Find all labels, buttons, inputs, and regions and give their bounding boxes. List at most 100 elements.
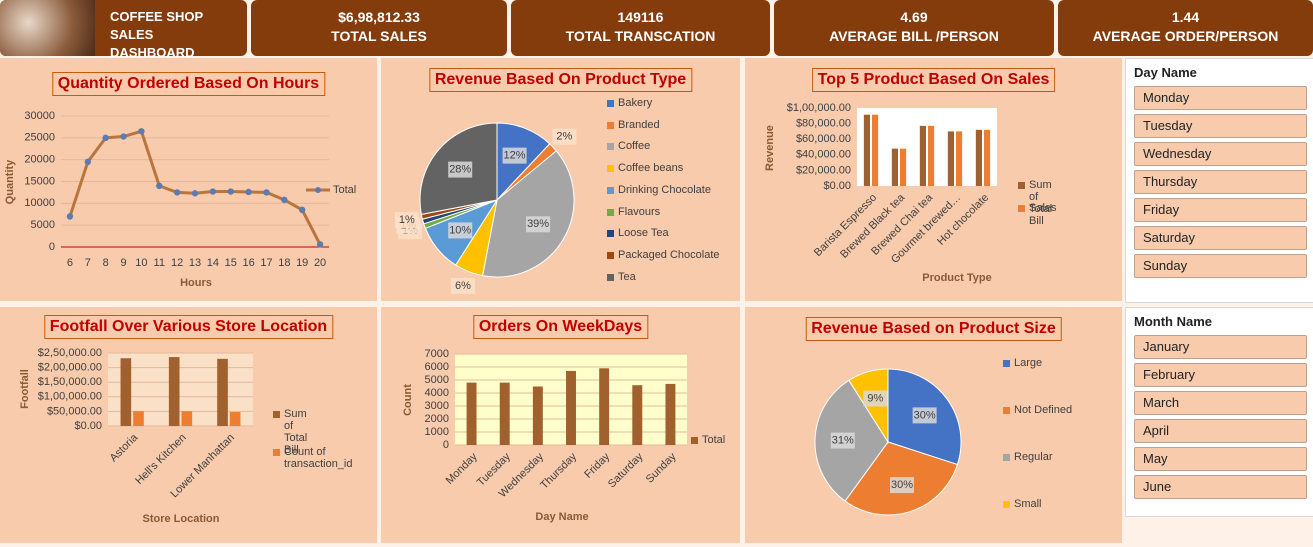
slicer-item[interactable]: Wednesday (1134, 142, 1307, 166)
data-label-box (448, 222, 473, 239)
bar (181, 411, 193, 426)
legend-swatch (607, 273, 614, 281)
slicer-title: Day Name (1134, 65, 1197, 80)
chart-panel: 12%2%39%6%10%1%1%1%28%Revenue Based On P… (381, 58, 740, 301)
chart-title: Revenue Based on Product Size (805, 317, 1062, 341)
kpi-value: 1.44 (1171, 9, 1200, 25)
legend-label: Branded (618, 118, 660, 131)
y-tick-label: 10000 (24, 197, 55, 209)
kpi-value: $6,98,812.33 (338, 9, 420, 25)
slicer-item[interactable]: March (1134, 391, 1307, 415)
legend-item: Tea (607, 271, 636, 283)
y-tick-label: $0.00 (74, 420, 102, 432)
legend-label: Total (702, 434, 726, 446)
line-marker (209, 188, 217, 195)
x-axis-title: Day Name (535, 511, 588, 523)
data-label-box (830, 432, 855, 449)
kpi-card: 149116 TOTAL TRANSCATION (511, 0, 770, 56)
chart-title: Quantity Ordered Based On Hours (51, 72, 326, 96)
data-label: 6% (455, 280, 471, 292)
y-tick-label: $1,50,000.00 (38, 376, 102, 388)
y-tick-label: 2000 (425, 413, 449, 425)
legend-swatch (273, 411, 280, 418)
slicer-item[interactable]: Sunday (1134, 254, 1307, 278)
slicer: Month Name January February March April May Ju… (1125, 307, 1313, 517)
data-label: 2% (556, 131, 572, 143)
chart-panel: $0.00 $20,000.00 $40,000.00 $60,000.00 $80,0… (745, 58, 1122, 301)
legend-swatch (1003, 360, 1010, 367)
line-marker (316, 241, 324, 248)
plot-area (108, 353, 253, 426)
legend-label: Sum of Total Bill (1029, 179, 1053, 227)
legend-swatch (273, 449, 280, 456)
data-label-box (863, 390, 888, 407)
y-tick-label: $20,000.00 (796, 164, 851, 176)
data-label-box (526, 216, 551, 233)
legend-item: Packaged Chocolate (607, 249, 720, 261)
data-label: 9% (867, 392, 883, 404)
legend-swatch (607, 208, 614, 216)
legend-swatch (691, 437, 698, 444)
line-marker (299, 206, 306, 214)
slicer-item[interactable]: Saturday (1134, 226, 1307, 250)
bar (499, 382, 510, 445)
chart-title: Revenue Based On Product Type (428, 68, 693, 92)
bar (466, 382, 477, 445)
x-tick-label: 6 (67, 257, 73, 269)
y-tick-label: 6000 (425, 361, 449, 373)
chart-title: Top 5 Product Based On Sales (811, 68, 1056, 92)
y-tick-label: 25000 (24, 132, 55, 144)
x-axis-title: Hours (180, 277, 212, 289)
line-marker (263, 189, 270, 196)
slicer-item[interactable]: Tuesday (1134, 114, 1307, 138)
bar (891, 148, 898, 186)
chart: 0 5000 10000 15000 20000 25000 30000 Hours Quant… (4, 110, 356, 289)
slicer-item[interactable]: January (1134, 335, 1307, 359)
y-tick-label: $1,00,000.00 (38, 391, 102, 403)
kpi-label: AVERAGE BILL /PERSON (829, 28, 999, 44)
data-label: 12% (504, 150, 526, 162)
slicer-item[interactable]: May (1134, 447, 1307, 471)
line-marker (191, 190, 199, 197)
header-box: COFFEE SHOP SALES DASHBOARD (0, 0, 247, 60)
y-tick-label: $50,000.00 (47, 405, 102, 417)
bar (947, 131, 954, 186)
line-marker (245, 188, 252, 196)
chart: $0.00 $20,000.00 $40,000.00 $60,000.00 $80,0… (764, 102, 997, 284)
slicer-item[interactable]: February (1134, 363, 1307, 387)
bar (632, 385, 643, 445)
legend-swatch (607, 121, 614, 129)
data-label-box (552, 128, 577, 145)
slicer-item[interactable]: Friday (1134, 198, 1307, 222)
line-marker (227, 188, 234, 195)
y-tick-label: $2,50,000.00 (38, 347, 102, 359)
bar (229, 412, 241, 426)
legend-item: Bakery (607, 97, 652, 109)
slicer-item[interactable]: June (1134, 475, 1307, 499)
legend-item: Coffee beans (607, 162, 683, 174)
legend-label: Count of transaction_id (284, 446, 353, 470)
slicer-item[interactable]: April (1134, 419, 1307, 443)
x-tick-label: 15 (225, 257, 237, 269)
legend-item: Regular (1003, 451, 1053, 463)
x-tick-label: Thursday (538, 450, 579, 491)
x-tick-label: 7 (85, 257, 91, 269)
bar (133, 411, 144, 426)
x-tick-label: 17 (260, 257, 272, 269)
legend-swatch (1003, 501, 1010, 508)
legend-item: Branded (607, 119, 660, 131)
line-marker (138, 128, 145, 135)
bar (872, 114, 879, 186)
kpi-value: 4.69 (900, 9, 928, 25)
data-label: 28% (449, 163, 471, 175)
chart: $0.00 $50,000.00 $1,00,000.00 $1,50,000.00 $… (19, 347, 253, 525)
chart-panel: 0 5000 10000 15000 20000 25000 30000 Hours Quant… (0, 58, 377, 301)
slicer-item[interactable]: Monday (1134, 86, 1307, 110)
line-marker (281, 196, 288, 204)
legend-item: Small (1003, 498, 1042, 510)
x-tick-label: 10 (135, 257, 147, 269)
y-tick-label: 15000 (24, 175, 55, 187)
bar (975, 129, 982, 186)
slicer-item[interactable]: Thursday (1134, 170, 1307, 194)
